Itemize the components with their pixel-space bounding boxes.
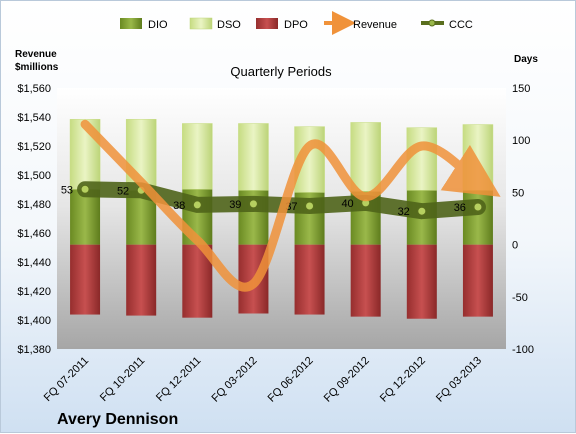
legend-label-dso: DSO [217, 19, 241, 31]
left-axis-title-line2: $millions [15, 62, 59, 73]
legend-label-dpo: DPO [284, 19, 308, 31]
ccc-point [305, 201, 315, 211]
bar-dso [406, 127, 438, 191]
legend-label-revenue: Revenue [353, 19, 397, 31]
ccc-data-label: 39 [229, 199, 241, 211]
left-tick-label: $1,480 [17, 199, 51, 211]
right-axis-ticks: -100 -50 0 50 100 150 [512, 83, 534, 356]
x-tick-label: FQ 09-2012 [322, 355, 372, 405]
left-tick-label: $1,440 [17, 257, 51, 269]
left-tick-label: $1,460 [17, 228, 51, 240]
legend: DIO DSO DPO Revenue CCC [120, 11, 473, 35]
ccc-point [80, 184, 90, 194]
bar-dso [350, 122, 381, 192]
bar-dio [70, 189, 101, 245]
bar-dpo [70, 244, 101, 315]
left-axis-title-line1: Revenue [15, 49, 57, 60]
bar-dpo [126, 244, 157, 316]
left-tick-label: $1,540 [17, 112, 51, 124]
left-tick-label: $1,500 [17, 170, 51, 182]
ccc-data-label: 38 [173, 200, 185, 212]
left-tick-label: $1,400 [17, 315, 51, 327]
x-tick-label: FQ 06-2012 [266, 355, 316, 405]
x-tick-label: FQ 07-2011 [42, 355, 91, 404]
left-axis-ticks: $1,380 $1,400 $1,420 $1,440 $1,460 $1,480 $1,5… [17, 83, 51, 356]
ccc-point [473, 202, 483, 212]
company-name: Avery Dennison [57, 411, 178, 428]
legend-swatch-ccc-marker [428, 19, 436, 27]
left-tick-label: $1,380 [17, 344, 51, 356]
legend-label-ccc: CCC [449, 19, 473, 31]
bar-dpo [294, 244, 325, 315]
left-tick-label: $1,560 [17, 83, 51, 95]
ccc-data-label: 52 [117, 185, 129, 197]
right-tick-label: 0 [512, 240, 518, 252]
x-tick-label: FQ 10-2011 [98, 355, 147, 404]
revenue-layer [80, 119, 501, 292]
left-tick-label: $1,520 [17, 141, 51, 153]
revenue-line [80, 119, 501, 292]
x-tick-label: FQ 12-2012 [378, 355, 428, 405]
legend-swatch-dio [120, 18, 142, 29]
ccc-point [192, 200, 202, 210]
bar-dpo [406, 244, 437, 319]
bar-dpo [350, 244, 381, 317]
ccc-point [417, 206, 427, 216]
bar-dso [182, 123, 213, 190]
ccc-data-label: 36 [454, 202, 466, 214]
x-tick-label: FQ 03-2013 [434, 355, 484, 405]
legend-swatch-dso [189, 17, 213, 30]
x-tick-label: FQ 03-2012 [210, 355, 260, 405]
right-tick-label: -100 [512, 344, 534, 356]
x-axis-ticks: FQ 07-2011 FQ 10-2011 FQ 12-2011 FQ 03-2012… [42, 355, 484, 405]
legend-swatch-dpo [256, 18, 278, 29]
right-tick-label: 50 [512, 187, 524, 199]
bars-layer [69, 119, 494, 319]
ccc-point [248, 199, 258, 209]
chart-title: Quarterly Periods [230, 64, 332, 79]
bar-dso [238, 123, 269, 191]
right-tick-label: 100 [512, 135, 530, 147]
bar-dpo [462, 244, 493, 317]
bar-dio [462, 190, 493, 245]
x-tick-label: FQ 12-2011 [154, 355, 203, 404]
right-tick-label: -50 [512, 292, 528, 304]
right-axis-title: Days [514, 54, 538, 65]
right-tick-label: 150 [512, 83, 530, 95]
legend-label-dio: DIO [148, 19, 168, 31]
left-tick-label: $1,420 [17, 286, 51, 298]
ccc-data-label: 53 [61, 184, 73, 196]
ccc-data-label: 40 [341, 198, 353, 210]
ccc-data-label: 32 [398, 206, 410, 218]
